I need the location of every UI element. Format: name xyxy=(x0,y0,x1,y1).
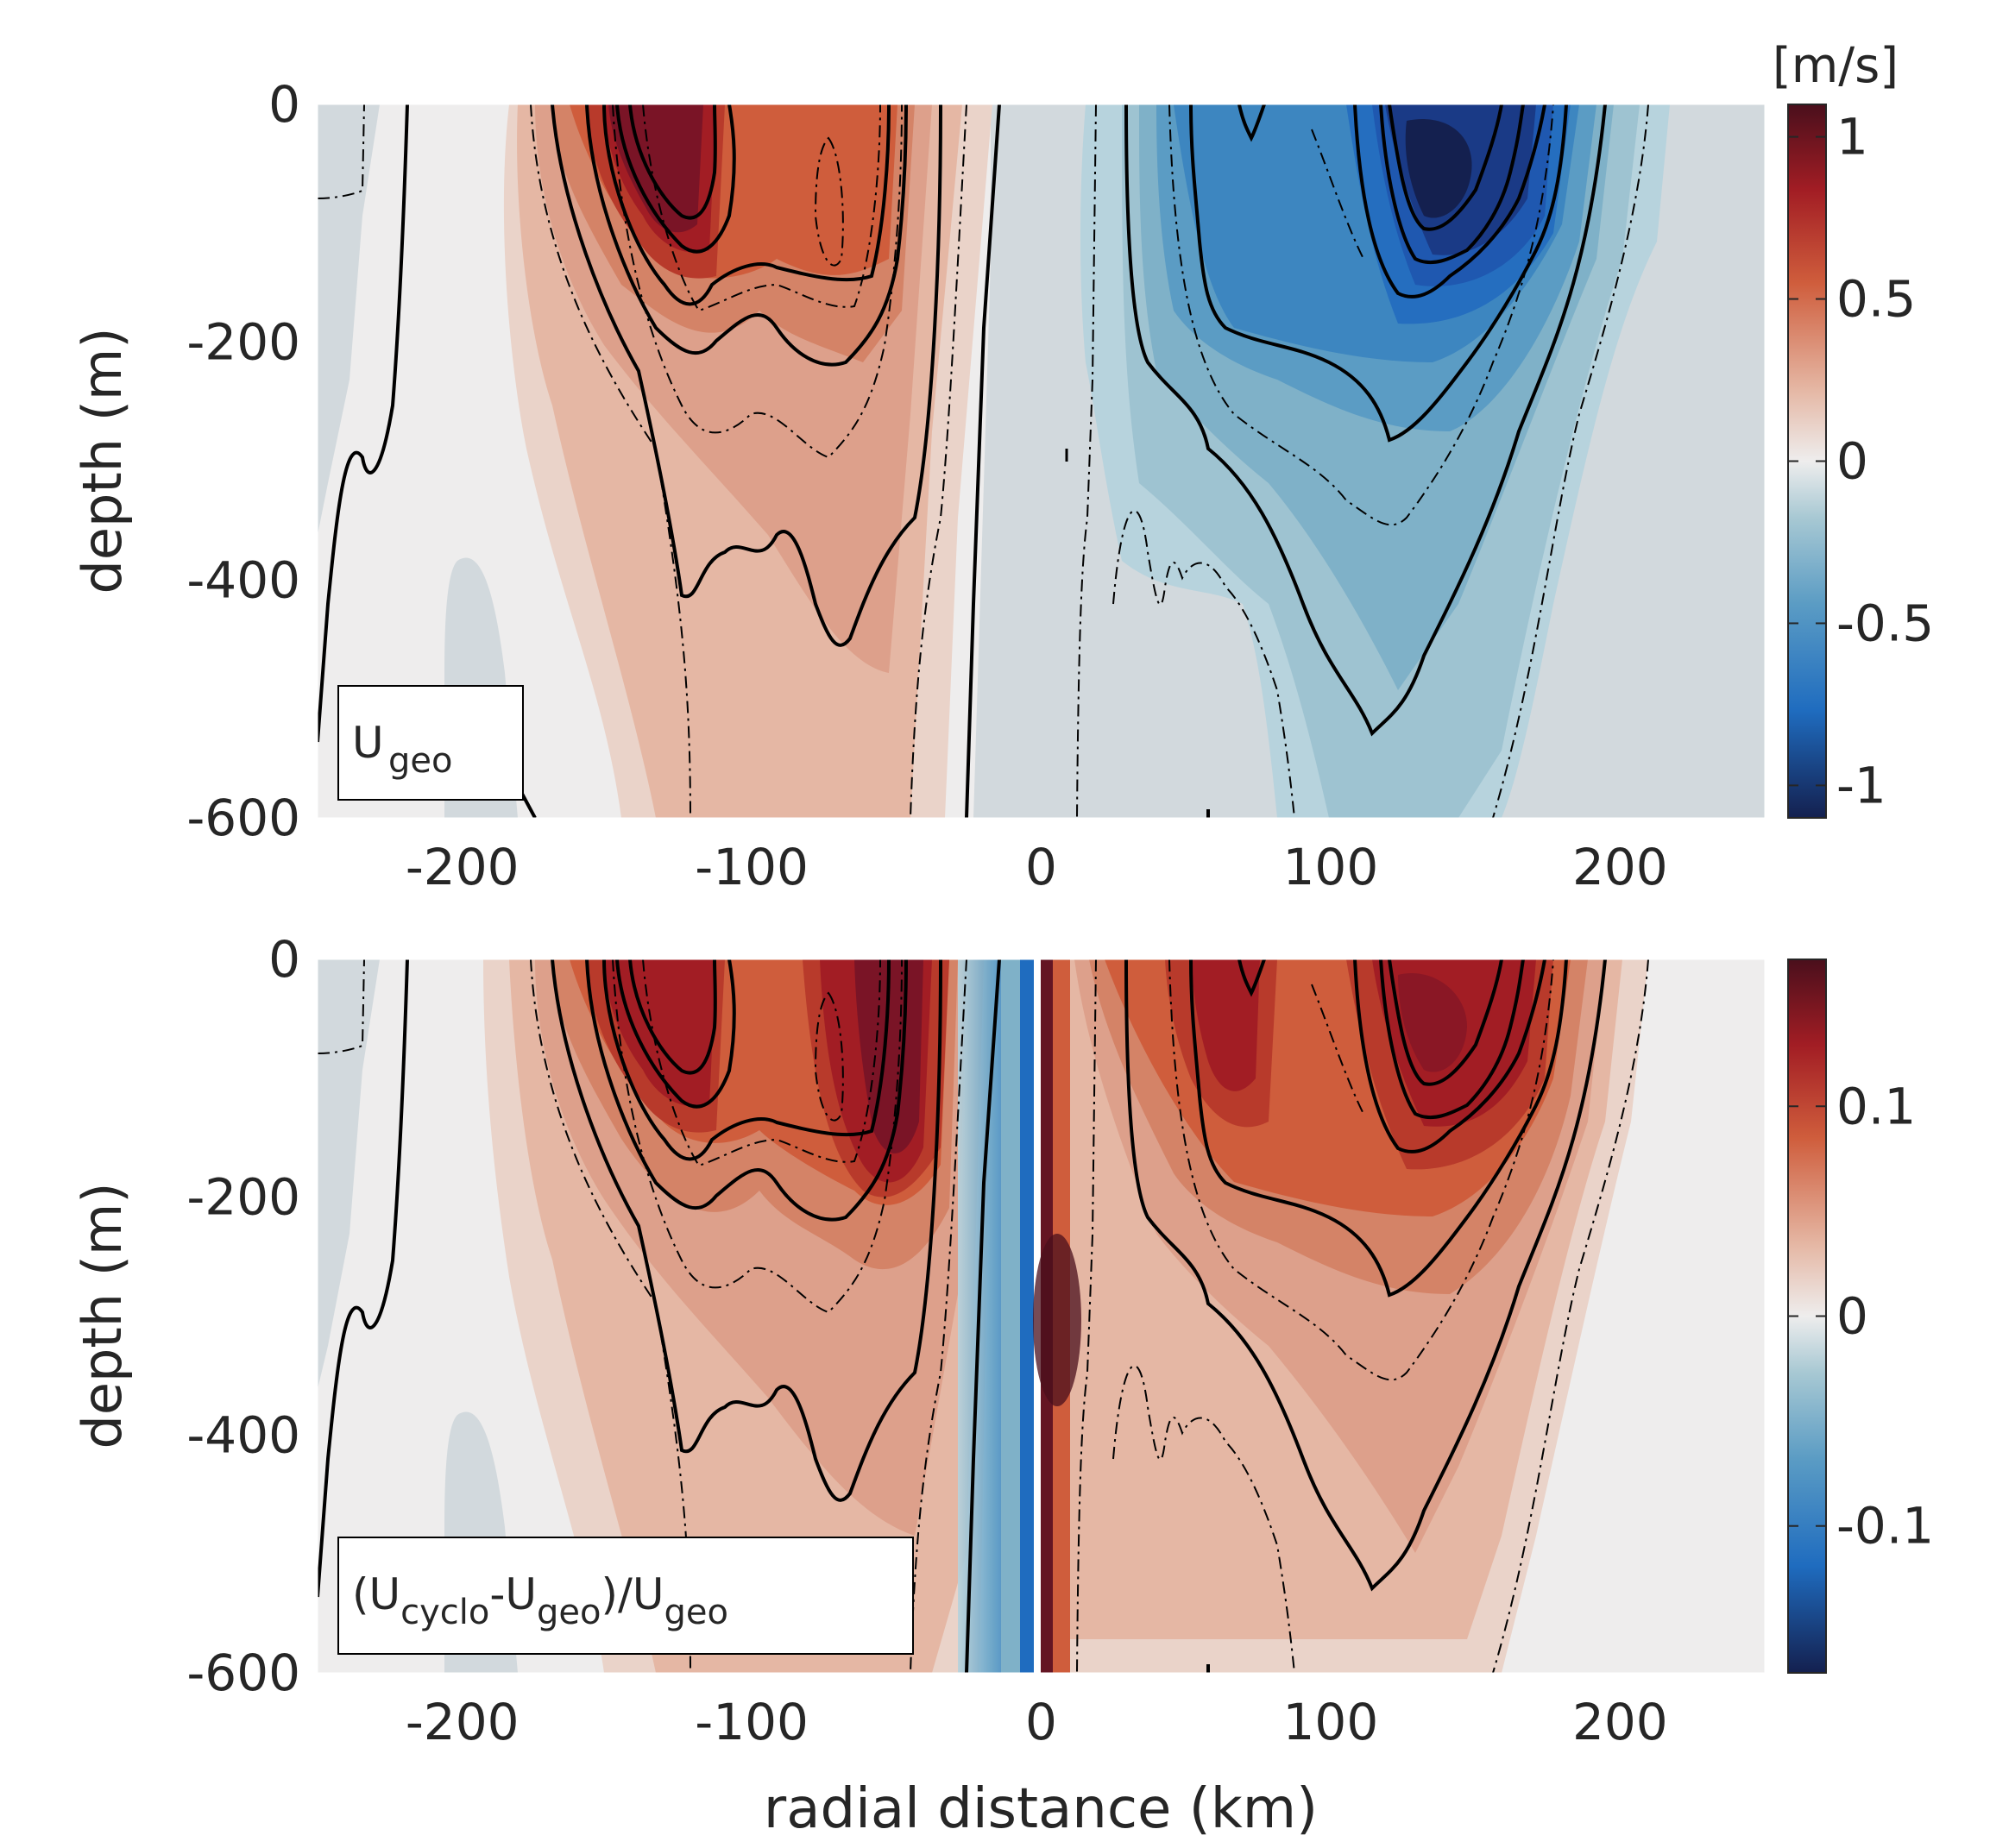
bottom-label-mid: -U xyxy=(489,1569,537,1619)
top-plot-area xyxy=(318,104,1765,818)
bottom-label-formula: (Ucyclo-Ugeo)/Ugeo xyxy=(352,1569,728,1632)
top-label-box xyxy=(337,685,524,801)
top-frame xyxy=(317,104,1766,819)
top-x-tick-label: 0 xyxy=(1025,838,1057,896)
bot-x-tick-label: 100 xyxy=(1283,1693,1379,1751)
top-colorbar-tick-label: 0.5 xyxy=(1836,270,1916,329)
bottom-colorbar: 0.1 0 -0.1 xyxy=(1787,959,1934,1674)
bot-colorbar-tick-label: -0.1 xyxy=(1836,1497,1934,1556)
top-y-axis-label: depth (m) xyxy=(71,328,134,594)
top-y-tick-label: 0 xyxy=(268,75,300,134)
top-x-tick-label: 200 xyxy=(1572,838,1668,896)
top-colorbar-tick-label: 0 xyxy=(1836,432,1868,491)
bot-y-tick-label: -200 xyxy=(186,1168,300,1227)
top-y-axis: 0 -200 -400 -600 xyxy=(186,75,300,847)
top-label-sub: geo xyxy=(388,741,452,781)
top-panel-label: U geo xyxy=(337,685,524,801)
top-colorbar-tick-label: -0.5 xyxy=(1836,594,1934,652)
bot-x-tick-label: -200 xyxy=(406,1693,520,1751)
top-colorbar-tick-label: -1 xyxy=(1836,756,1886,814)
top-left-neg-patch xyxy=(318,104,380,535)
top-colorbar: 1 0.5 0 -0.5 -1 [m/s] xyxy=(1773,38,1934,819)
bottom-label-close: )/U xyxy=(601,1569,664,1619)
top-x-tick-label: 100 xyxy=(1283,838,1379,896)
bottom-negative-band-core xyxy=(1020,959,1034,1673)
top-colorbar-ticks: 1 0.5 0 -0.5 -1 xyxy=(1788,108,1934,814)
top-panel: U geo -200 -100 0 100 200 0 -200 -400 -600 dept… xyxy=(71,38,1934,896)
bot-y-tick-label: -400 xyxy=(186,1405,300,1464)
bottom-label-box xyxy=(337,1537,914,1655)
bot-colorbar-tick-label: 0 xyxy=(1836,1287,1868,1346)
bottom-label-sub-geo: geo xyxy=(537,1593,601,1632)
bottom-left-neg-patch xyxy=(318,959,380,1389)
bottom-y-axis-label: depth (m) xyxy=(71,1183,134,1449)
top-contours xyxy=(318,104,1649,818)
top-x-axis: -200 -100 0 100 200 xyxy=(406,838,1668,896)
top-y-tick-label: -600 xyxy=(186,789,300,847)
top-colorbar-tick-label: 1 xyxy=(1836,108,1868,167)
bottom-positive-band-peak xyxy=(1033,1234,1081,1406)
bottom-label-open: (U xyxy=(352,1569,400,1619)
bot-colorbar-tick-label: 0.1 xyxy=(1836,1077,1916,1135)
bottom-frame xyxy=(317,959,1766,1674)
bot-x-tick-label: 0 xyxy=(1025,1693,1057,1751)
bottom-panel: (Ucyclo-Ugeo)/Ugeo -200 -100 0 100 200 0-200… xyxy=(71,930,1934,1841)
bottom-right-positive xyxy=(1049,959,1648,1673)
bottom-contours xyxy=(318,959,1649,1673)
colorbar-unit: [m/s] xyxy=(1773,38,1899,94)
bottom-panel-label: (Ucyclo-Ugeo)/Ugeo xyxy=(337,1537,914,1655)
bottom-label-sub-cyclo: cyclo xyxy=(400,1593,489,1632)
top-y-tick-label: -200 xyxy=(186,313,300,372)
x-axis-label: radial distance (km) xyxy=(764,1777,1318,1841)
top-x-tick-label: -100 xyxy=(695,838,809,896)
bot-x-tick-label: -100 xyxy=(695,1693,809,1751)
top-y-tick-label: -400 xyxy=(186,550,300,609)
bottom-label-sub-geo-2: geo xyxy=(664,1593,727,1632)
bot-y-tick-label: 0 xyxy=(268,930,300,989)
bot-y-tick-label: -600 xyxy=(186,1644,300,1702)
top-label-main: U xyxy=(352,718,384,768)
bottom-y-axis: 0 -200 -400 -600 xyxy=(186,930,300,1702)
bottom-left-positive xyxy=(483,959,992,1673)
bottom-negative-band xyxy=(1001,959,1020,1673)
bot-x-tick-label: 200 xyxy=(1572,1693,1668,1751)
bottom-x-axis: -200 -100 0 100 200 xyxy=(406,1693,1668,1751)
top-x-tick-label: -200 xyxy=(406,838,520,896)
bottom-colorbar-ticks: 0.1 0 -0.1 xyxy=(1788,1077,1934,1556)
